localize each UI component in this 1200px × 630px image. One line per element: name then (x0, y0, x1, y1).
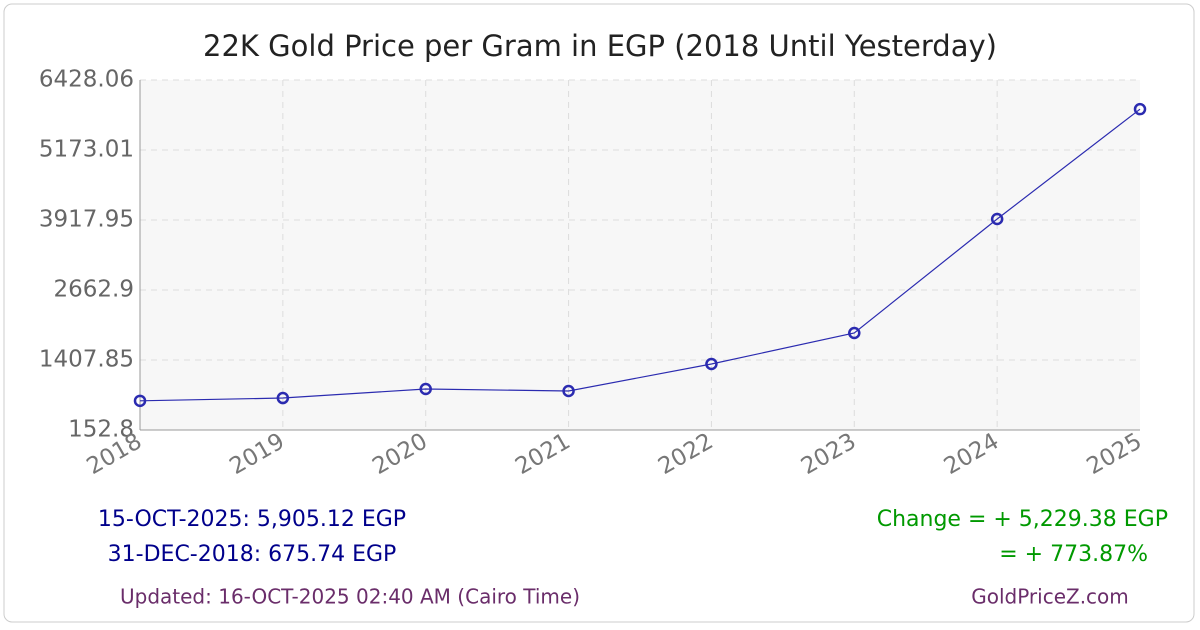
point (990, 212, 1004, 226)
point (419, 382, 432, 396)
change: Change = + 5,229.38 EGP (877, 507, 1168, 532)
first-price: 31-DEC-2018: 675.74 EGP (108, 542, 397, 567)
y-tick-label: 1407.85 (39, 347, 134, 373)
plot-area (140, 80, 1140, 430)
change-percent: = + 773.87% (999, 542, 1148, 567)
point (1133, 102, 1147, 116)
y-tick-label: 5173.01 (39, 136, 134, 162)
y-tick-label: 152.8 (68, 417, 134, 443)
updated: Updated: 16-OCT-2025 02:40 AM (Cairo Tim… (120, 585, 580, 609)
point (562, 384, 575, 398)
point (848, 326, 861, 340)
point (705, 357, 718, 371)
line (139, 108, 1141, 402)
y-tick-label: 3917.95 (39, 207, 134, 233)
chart-title: 22K Gold Price per Gram in EGP (2018 Unt… (203, 29, 997, 63)
latest-price: 15-OCT-2025: 5,905.12 EGP (98, 507, 406, 532)
point (276, 391, 290, 405)
point (133, 394, 147, 408)
source: GoldPriceZ.com (971, 585, 1129, 609)
y-tick-label: 6428.06 (39, 67, 134, 93)
y-tick-label: 2662.9 (54, 277, 134, 303)
